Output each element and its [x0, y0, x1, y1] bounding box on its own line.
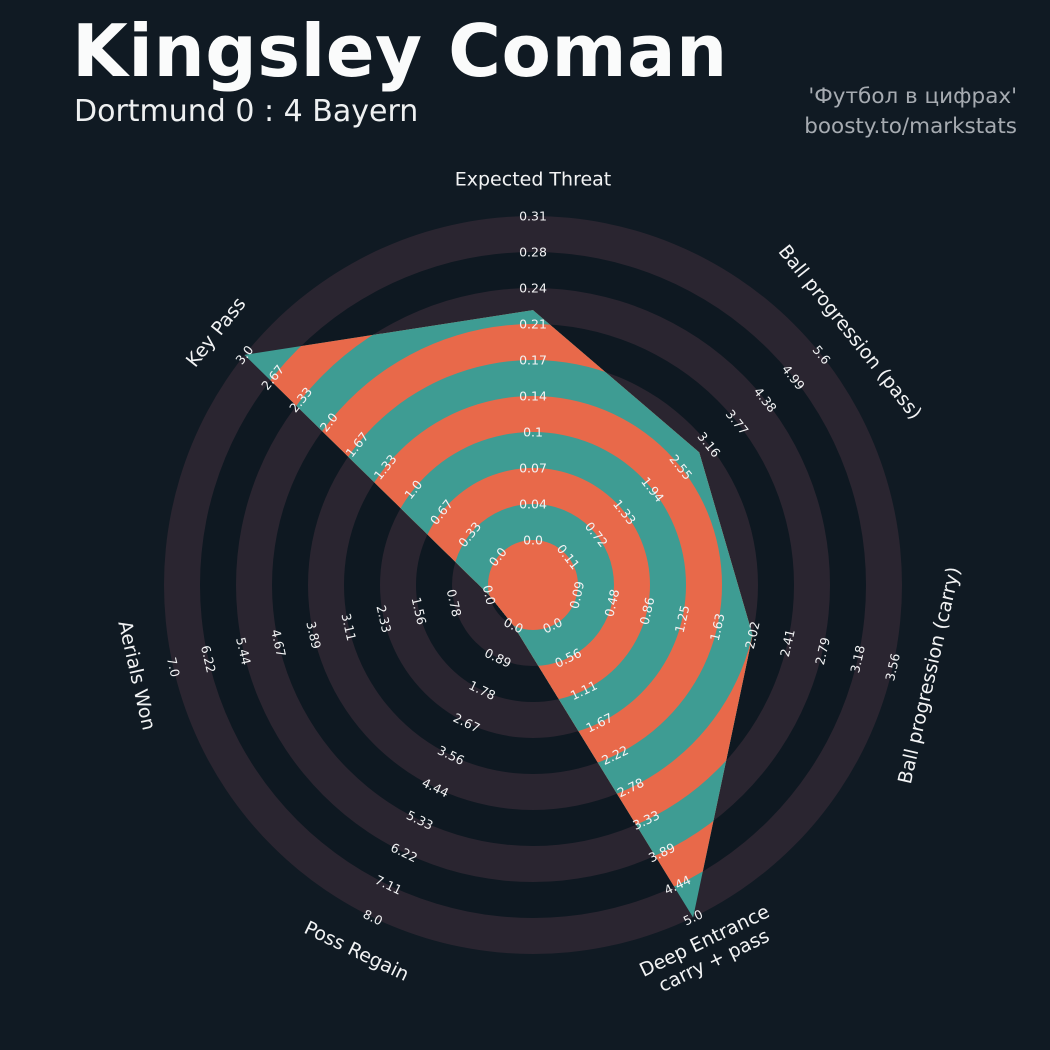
tick-ball-progression-carry-2: 0.86 — [637, 596, 658, 627]
tick-ball-progression-carry-8: 3.18 — [847, 644, 868, 675]
tick-expected-threat-7: 0.24 — [519, 280, 547, 295]
tick-aerials-won-7: 5.44 — [233, 636, 254, 667]
tick-expected-threat-6: 0.21 — [519, 316, 547, 331]
tick-expected-threat-8: 0.28 — [519, 244, 547, 259]
tick-expected-threat-0: 0.0 — [523, 532, 543, 547]
tick-aerials-won-3: 2.33 — [374, 604, 395, 634]
axis-label-ball-progression-carry: Ball progression (carry) — [894, 565, 965, 786]
tick-ball-progression-carry-3: 1.25 — [672, 604, 693, 634]
tick-ball-progression-carry-7: 2.79 — [812, 636, 833, 667]
tick-ball-progression-carry-4: 1.63 — [707, 612, 728, 642]
page-title: Kingsley Coman — [72, 9, 728, 93]
tick-aerials-won-5: 3.89 — [303, 620, 324, 651]
watermark: 'Футбол в цифрах' boosty.to/markstats — [804, 82, 1017, 142]
watermark-brand: 'Футбол в цифрах' — [808, 84, 1017, 109]
tick-ball-progression-carry-9: 3.56 — [882, 652, 903, 683]
match-score-subtitle: Dortmund 0 : 4 Bayern — [74, 94, 419, 129]
tick-ball-progression-carry-5: 2.02 — [742, 620, 763, 650]
tick-expected-threat-2: 0.07 — [519, 460, 547, 475]
tick-aerials-won-9: 7.0 — [164, 656, 183, 679]
tick-expected-threat-4: 0.14 — [519, 388, 547, 403]
polygon-center-disc — [488, 540, 578, 630]
tick-ball-progression-carry-6: 2.41 — [777, 628, 798, 658]
tick-aerials-won-0: 0.0 — [480, 584, 499, 607]
tick-expected-threat-5: 0.17 — [519, 352, 547, 367]
tick-aerials-won-2: 1.56 — [409, 596, 430, 627]
tick-aerials-won-4: 3.11 — [338, 612, 359, 642]
tick-expected-threat-3: 0.1 — [523, 424, 543, 439]
tick-expected-threat-9: 0.31 — [519, 208, 547, 223]
axis-label-aerials-won: Aerials Won — [113, 619, 159, 733]
tick-ball-progression-carry-0: 0.09 — [566, 580, 587, 611]
watermark-link: boosty.to/markstats — [804, 114, 1017, 140]
tick-ball-progression-carry-1: 0.48 — [601, 588, 622, 619]
tick-aerials-won-1: 0.78 — [444, 588, 465, 619]
tick-aerials-won-6: 4.67 — [268, 628, 289, 658]
axis-label-expected-threat: Expected Threat — [455, 169, 612, 191]
tick-expected-threat-1: 0.04 — [519, 496, 547, 511]
tick-aerials-won-8: 6.22 — [198, 644, 219, 674]
